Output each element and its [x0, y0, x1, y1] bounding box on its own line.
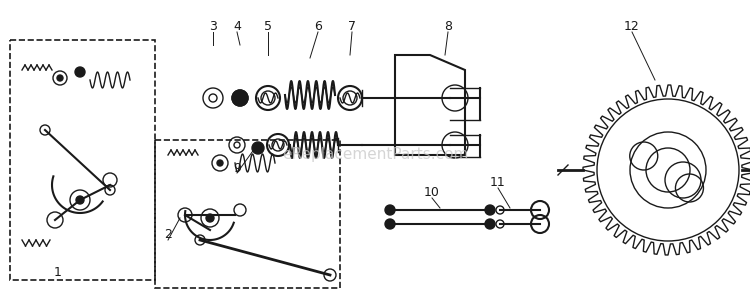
Circle shape	[385, 219, 395, 229]
Text: 1: 1	[54, 266, 62, 278]
Circle shape	[75, 67, 85, 77]
Text: 7: 7	[348, 20, 356, 34]
Circle shape	[57, 75, 63, 81]
Text: 12: 12	[624, 20, 640, 34]
Circle shape	[385, 205, 395, 215]
Text: 5: 5	[264, 20, 272, 34]
Circle shape	[105, 185, 115, 195]
Text: eReplacementParts.com: eReplacementParts.com	[282, 148, 468, 163]
Circle shape	[217, 160, 223, 166]
Text: 8: 8	[444, 20, 452, 34]
Circle shape	[76, 196, 84, 204]
Circle shape	[485, 205, 495, 215]
Circle shape	[485, 219, 495, 229]
Bar	[10, 40, 155, 280]
Circle shape	[232, 90, 248, 106]
Text: 4: 4	[233, 20, 241, 34]
Text: 6: 6	[314, 20, 322, 34]
Circle shape	[40, 125, 50, 135]
Bar	[155, 140, 340, 288]
Circle shape	[252, 142, 264, 154]
Text: 2: 2	[164, 229, 172, 242]
Text: 9: 9	[233, 161, 241, 175]
Text: 11: 11	[490, 176, 506, 190]
Circle shape	[324, 269, 336, 281]
Circle shape	[206, 214, 214, 222]
Text: 10: 10	[424, 187, 440, 200]
Text: 3: 3	[209, 20, 217, 34]
Circle shape	[195, 235, 205, 245]
